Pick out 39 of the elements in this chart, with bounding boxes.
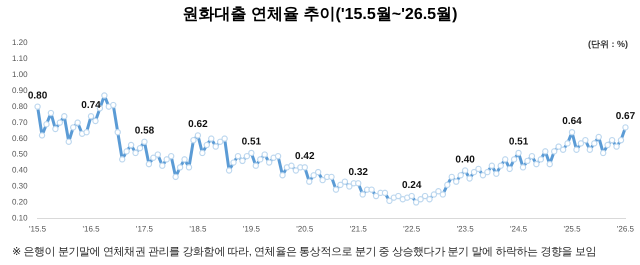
data-label: 0.64 (562, 116, 582, 127)
x-tick-label: '26.5 (616, 224, 635, 234)
x-tick-label: '15.5 (29, 224, 47, 234)
x-tick-label: '24.5 (510, 224, 528, 234)
data-label: 0.32 (348, 167, 368, 178)
data-label: 0.62 (188, 119, 208, 130)
data-label: 0.80 (28, 90, 48, 102)
y-tick-label: 0.10 (12, 214, 28, 223)
data-label: 0.51 (242, 136, 262, 148)
x-tick-label: '22.5 (403, 224, 421, 234)
data-label: 0.51 (508, 136, 529, 148)
text: ※ 은행이 분기말에 연체채권 관리를 강화함에 따라, 연체율은 통상적으로 분기 중 상승했다가 분기 말에 하락하는 경향을 보임 (12, 245, 596, 259)
x-tick-label: '17.5 (136, 224, 154, 234)
x-tick-label: '23.5 (456, 224, 474, 234)
y-tick-label: 0.50 (12, 150, 28, 159)
x-tick-label: '19.5 (242, 224, 260, 234)
data-label: 0.40 (455, 154, 476, 166)
x-tick-label: '25.5 (563, 224, 582, 234)
data-label: 0.74 (81, 100, 102, 111)
y-tick-label: 0.40 (12, 166, 28, 175)
x-tick-label: '18.5 (189, 224, 207, 234)
x-tick-label: '21.5 (350, 224, 368, 234)
y-tick-label: 0.30 (12, 182, 28, 191)
y-tick-label: 0.90 (12, 86, 28, 95)
data-label: 0.67 (616, 111, 636, 122)
y-tick-label: 1.20 (12, 38, 28, 48)
data-label: 0.42 (295, 151, 315, 162)
y-tick-label: 0.70 (12, 118, 28, 127)
chart-title: 원화대출 연체율 추이('15.5월~'26.5월) (182, 5, 458, 25)
x-tick-label: '20.5 (296, 224, 314, 234)
y-tick-label: 0.20 (12, 198, 28, 207)
x-tick-label: '16.5 (82, 224, 100, 234)
y-tick-label: 0.80 (12, 102, 28, 111)
y-tick-label: 1.10 (12, 54, 28, 63)
data-label: 0.24 (402, 180, 422, 191)
annotation: (단위 : %) (588, 38, 628, 51)
y-tick-label: 0.60 (12, 134, 28, 143)
data-label: 0.58 (134, 126, 155, 137)
y-tick-label: 1.00 (12, 70, 28, 79)
